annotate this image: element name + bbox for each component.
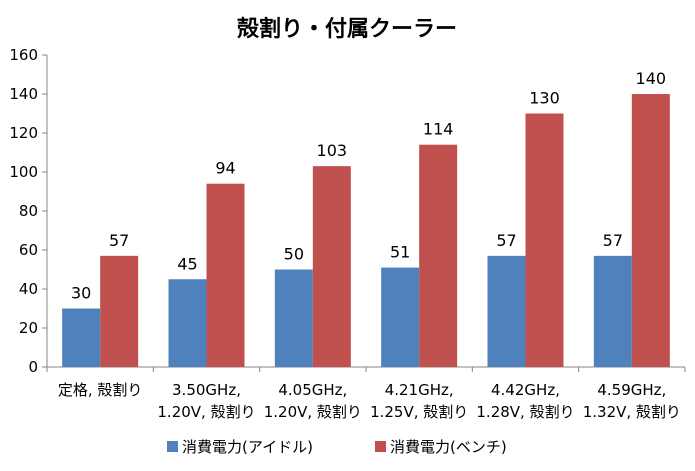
bar-idle: [487, 255, 526, 367]
x-axis: 定格, 殻割り 3.50GHz, 1.20V, 殻割り 4.05GHz, 1.20V, …: [46, 366, 686, 421]
x-tick-label: 1.20V, 殻割り: [264, 403, 362, 421]
bar-idle: [168, 279, 207, 367]
data-label: 57: [603, 231, 623, 250]
bar-bench: [100, 255, 139, 367]
x-tick-label: 4.21GHz,: [385, 381, 454, 399]
legend-label: 消費電力(アイドル): [182, 438, 313, 456]
data-label: 50: [284, 245, 304, 264]
legend: 消費電力(アイドル) 消費電力(ベンチ): [167, 438, 507, 456]
data-labels-group: 30 45 50 51 57 57 57 94 103 114 130 140: [71, 69, 666, 303]
data-label: 130: [529, 89, 560, 108]
chart-title: 殻割り・付属クーラー: [237, 16, 457, 42]
y-tick-label: 40: [19, 280, 38, 298]
y-tick-label: 120: [9, 124, 38, 142]
bar-bench: [419, 144, 458, 367]
data-label: 57: [496, 231, 516, 250]
y-tick-label: 60: [19, 241, 38, 259]
x-tick-label: 1.32V, 殻割り: [583, 403, 681, 421]
bar-bench: [206, 183, 245, 367]
x-tick-label: 4.42GHz,: [491, 381, 560, 399]
bar-idle: [593, 255, 632, 367]
data-label: 103: [317, 141, 348, 160]
y-tick-label: 20: [19, 319, 38, 337]
y-tick-label: 160: [9, 46, 38, 64]
data-label: 94: [215, 159, 235, 178]
data-label: 114: [423, 120, 454, 139]
y-tick-label: 100: [9, 163, 38, 181]
legend-label: 消費電力(ベンチ): [390, 438, 507, 456]
data-label: 51: [390, 243, 410, 262]
bar-bench: [631, 94, 670, 367]
bar-idle: [381, 267, 420, 367]
y-tick-label: 0: [28, 358, 38, 376]
bar-idle: [274, 269, 313, 367]
data-label: 57: [109, 231, 129, 250]
y-axis: 0 20 40 60 80 100 120 140 160: [9, 46, 48, 376]
data-label: 30: [71, 284, 91, 303]
bar-bench: [312, 166, 351, 367]
bar-idle: [62, 308, 101, 367]
x-tick-label: 1.20V, 殻割り: [157, 403, 255, 421]
bar-bench: [525, 113, 564, 367]
x-tick-label: 4.59GHz,: [597, 381, 666, 399]
x-tick-label: 1.25V, 殻割り: [370, 403, 468, 421]
legend-swatch: [375, 441, 386, 452]
y-tick-label: 140: [9, 85, 38, 103]
x-tick-label: 4.05GHz,: [278, 381, 347, 399]
x-tick-label: 3.50GHz,: [172, 381, 241, 399]
legend-swatch: [167, 441, 178, 452]
data-label: 45: [177, 254, 197, 273]
bars-group: [62, 94, 670, 367]
data-label: 140: [636, 69, 667, 88]
y-tick-label: 80: [19, 202, 38, 220]
x-tick-label: 1.28V, 殻割り: [476, 403, 574, 421]
x-tick-label: 定格, 殻割り: [58, 381, 143, 399]
